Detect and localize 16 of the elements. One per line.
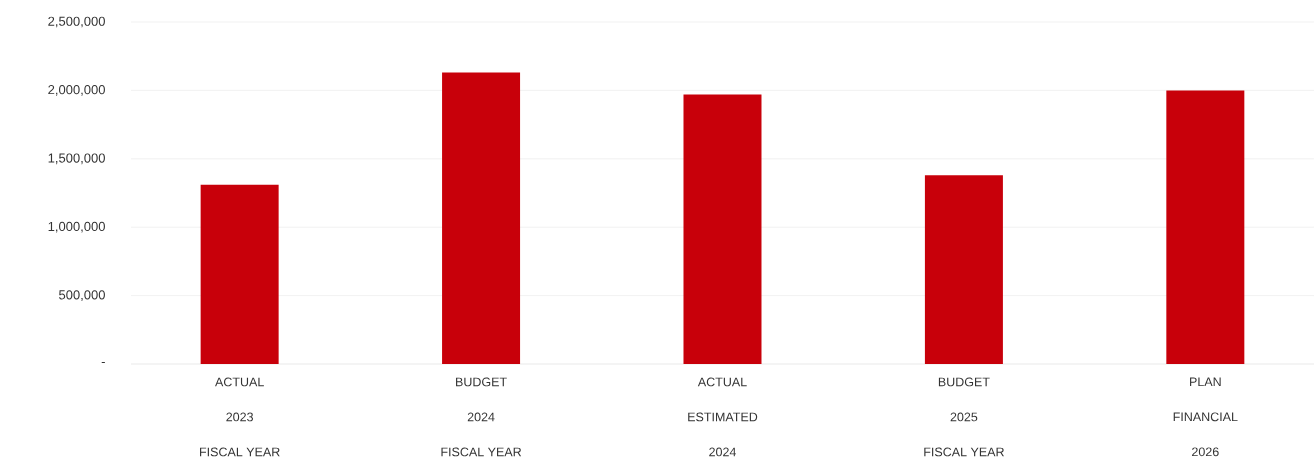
- category-label: ACTUAL ESTIMATED 2024: [688, 377, 758, 457]
- category-label: BUDGET 2025 FISCAL YEAR: [924, 377, 1004, 457]
- bar: [200, 184, 279, 364]
- y-tick-label: 2,500,000: [48, 16, 105, 28]
- category-label: ACTUAL 2023 FISCAL YEAR: [200, 377, 280, 457]
- y-tick-label: 1,500,000: [48, 153, 105, 165]
- y-tick-label: 1,000,000: [48, 221, 105, 233]
- bar: [924, 175, 1003, 364]
- y-tick-label: -: [101, 362, 105, 364]
- category-label: BUDGET 2024 FISCAL YEAR: [441, 377, 522, 457]
- y-tick-label: 500,000: [59, 290, 105, 301]
- bar: [1166, 90, 1245, 364]
- bar: [683, 94, 762, 364]
- y-tick-label: 2,000,000: [48, 85, 105, 96]
- category-label: PLAN FINANCIAL 2026: [1173, 377, 1238, 457]
- bar: [442, 72, 521, 364]
